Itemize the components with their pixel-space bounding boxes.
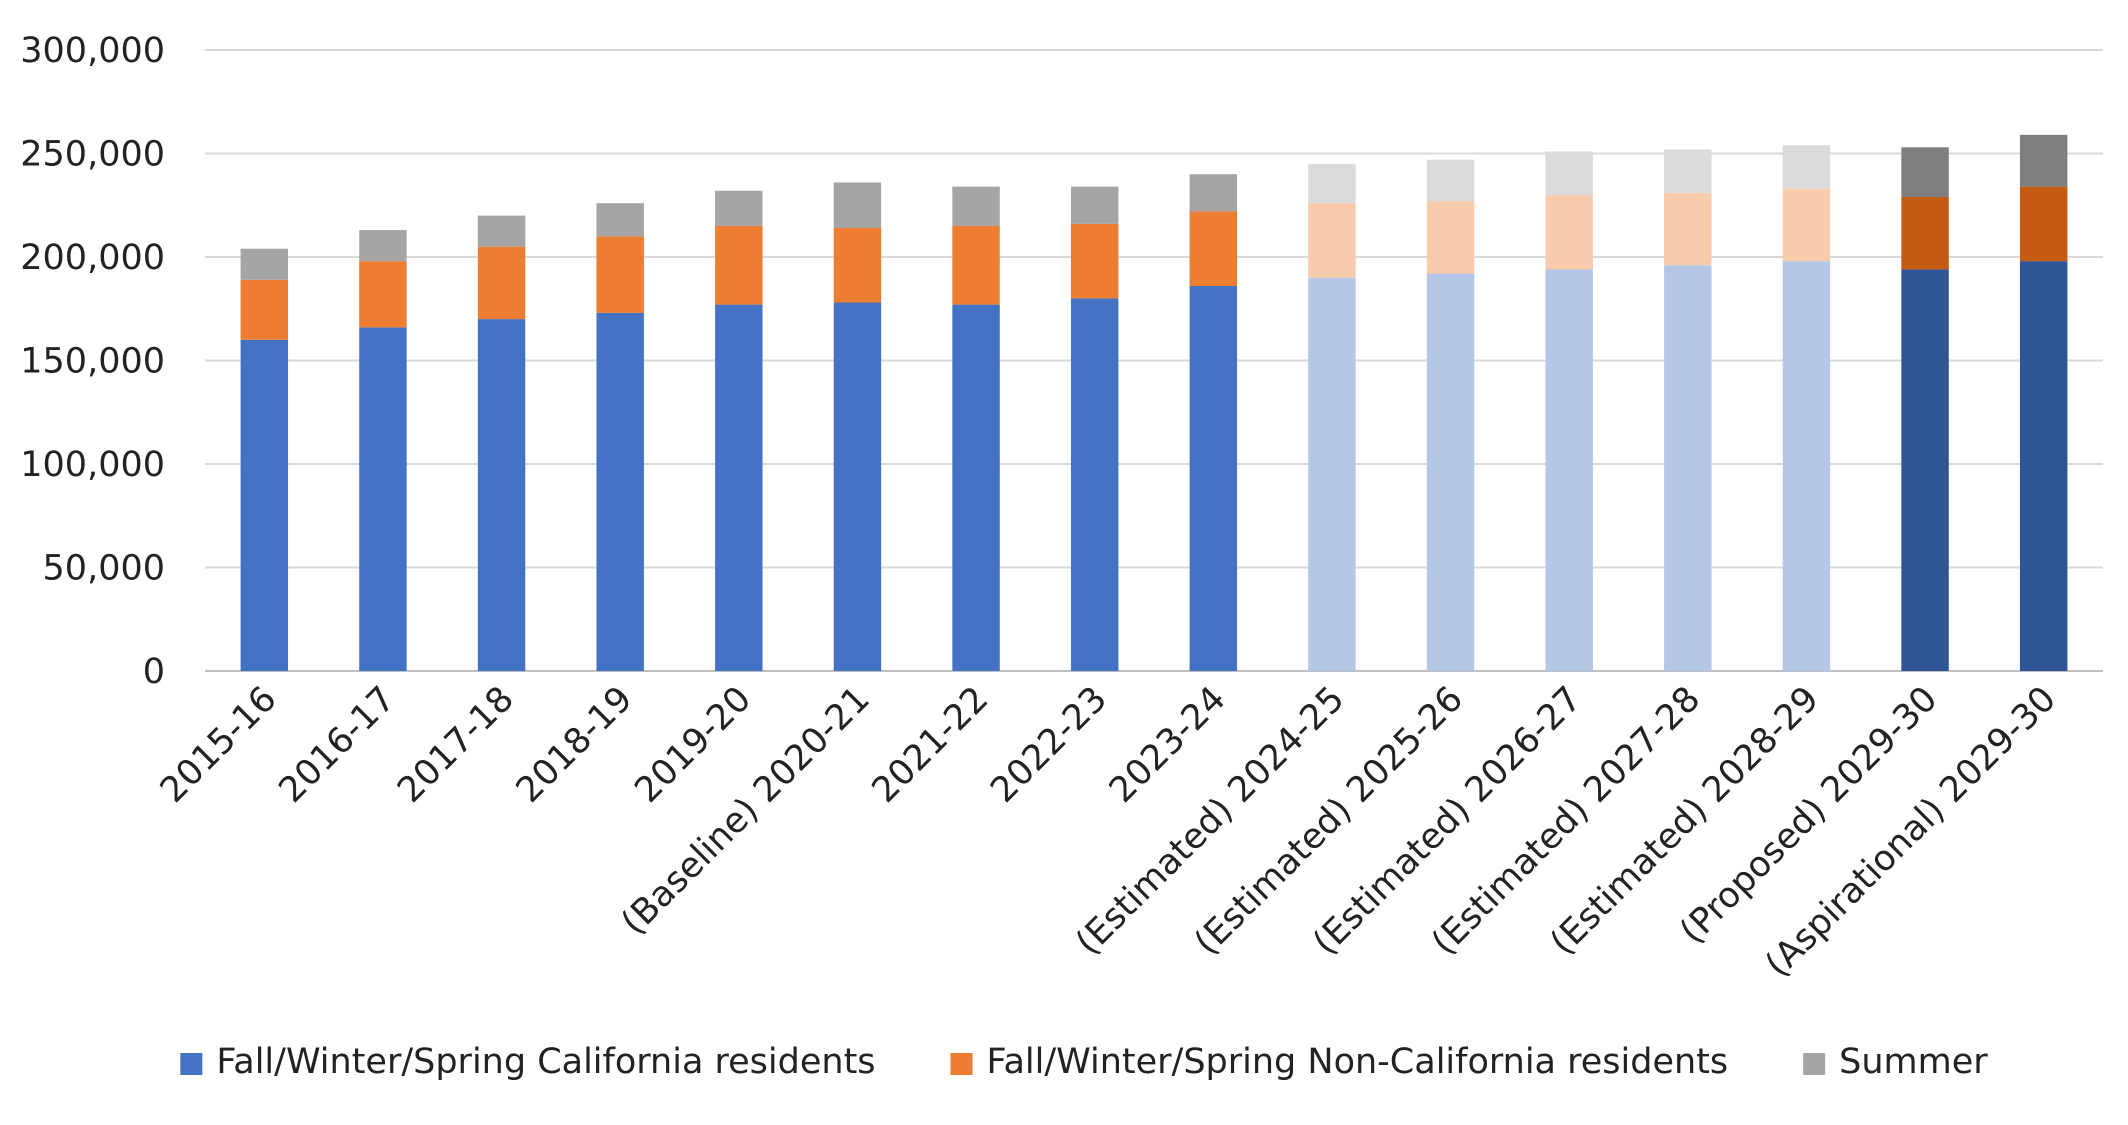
bar-summer-2022-23 (1070, 186, 1119, 224)
bar-fall-winter-spring-california-residents-2021-22 (952, 304, 1000, 671)
bar-summer-2021-22 (952, 186, 1000, 226)
bar-fall-winter-spring-non-california-residents-estimated-2025-26 (1426, 201, 1475, 274)
bar-fall-winter-spring-california-residents-2017-18 (477, 319, 526, 671)
bar-summer-estimated-2025-26 (1426, 159, 1475, 202)
bar-fall-winter-spring-california-residents-estimated-2026-27 (1545, 269, 1593, 671)
bar-fall-winter-spring-california-residents-2018-19 (596, 312, 644, 671)
bar-fall-winter-spring-non-california-residents-2017-18 (477, 246, 526, 320)
bar-summer-estimated-2026-27 (1545, 151, 1593, 195)
bar-summer-estimated-2024-25 (1308, 163, 1356, 204)
legend-item-fall-winter-spring-non-california-residents: Fall/Winter/Spring Non-California reside… (950, 1042, 1729, 1082)
y-tick-label: 0 (143, 652, 165, 692)
bar-fall-winter-spring-california-residents-aspirational-2029-30 (2019, 261, 2068, 671)
bar-fall-winter-spring-non-california-residents-baseline-2020-21 (833, 228, 882, 303)
legend-swatch (1803, 1053, 1826, 1075)
bar-summer-2017-18 (477, 215, 526, 247)
bar-summer-aspirational-2029-30 (2019, 134, 2068, 187)
bar-fall-winter-spring-california-residents-estimated-2027-28 (1664, 265, 1712, 671)
bar-fall-winter-spring-non-california-residents-2022-23 (1070, 223, 1119, 299)
bar-fall-winter-spring-california-residents-proposed-2029-30 (1901, 269, 1949, 671)
x-tick-label: 2022-23 (983, 679, 1115, 811)
x-tick-label: 2017-18 (390, 679, 522, 811)
legend: Fall/Winter/Spring California residents F… (180, 1042, 1988, 1082)
x-tick-label: 2018-19 (509, 679, 641, 811)
bar-fall-winter-spring-non-california-residents-2016-17 (359, 261, 407, 328)
bar-fall-winter-spring-california-residents-2016-17 (359, 327, 407, 671)
bar-fall-winter-spring-california-residents-2022-23 (1070, 298, 1119, 671)
bar-summer-estimated-2027-28 (1664, 149, 1712, 193)
axes: 0 50,000 100,000 150,000 200,000 250,000 300,0… (20, 31, 2064, 985)
bar-fall-winter-spring-california-residents-2023-24 (1189, 285, 1238, 671)
bar-summer-2019-20 (715, 190, 763, 226)
bar-summer-baseline-2020-21 (833, 182, 882, 229)
legend-swatch (950, 1053, 973, 1075)
y-tick-label: 250,000 (20, 135, 165, 175)
bars (240, 134, 2068, 671)
x-tick-label: 2021-22 (865, 679, 997, 811)
legend-item-fall-winter-spring-california-residents: Fall/Winter/Spring California residents (180, 1042, 876, 1082)
legend-item-summer: Summer (1803, 1042, 1988, 1082)
bar-fall-winter-spring-non-california-residents-estimated-2024-25 (1308, 203, 1356, 278)
bar-fall-winter-spring-non-california-residents-aspirational-2029-30 (2019, 186, 2068, 262)
bar-fall-winter-spring-california-residents-baseline-2020-21 (833, 302, 882, 671)
bar-summer-estimated-2028-29 (1782, 145, 1831, 189)
bar-summer-2023-24 (1189, 174, 1238, 212)
x-tick-label: 2016-17 (272, 679, 404, 811)
bar-fall-winter-spring-non-california-residents-proposed-2029-30 (1901, 196, 1949, 270)
y-tick-label: 200,000 (20, 238, 165, 278)
legend-label: Fall/Winter/Spring California residents (216, 1042, 875, 1082)
y-tick-label: 150,000 (20, 342, 165, 382)
y-tick-label: 50,000 (43, 549, 165, 589)
bar-summer-2015-16 (240, 248, 289, 280)
bar-summer-2016-17 (359, 230, 407, 262)
bar-fall-winter-spring-california-residents-estimated-2025-26 (1426, 273, 1475, 671)
bar-fall-winter-spring-non-california-residents-2019-20 (715, 225, 763, 305)
bar-fall-winter-spring-california-residents-estimated-2028-29 (1782, 261, 1831, 671)
bar-fall-winter-spring-california-residents-2015-16 (240, 339, 289, 671)
bar-fall-winter-spring-non-california-residents-2018-19 (596, 236, 644, 313)
bar-fall-winter-spring-california-residents-2019-20 (715, 304, 763, 671)
y-tick-label: 100,000 (20, 445, 165, 485)
legend-swatch (180, 1053, 203, 1075)
legend-label: Fall/Winter/Spring Non-California reside… (987, 1042, 1729, 1082)
bar-summer-2018-19 (596, 203, 644, 237)
bar-fall-winter-spring-non-california-residents-estimated-2026-27 (1545, 194, 1593, 270)
bar-fall-winter-spring-non-california-residents-2021-22 (952, 225, 1000, 305)
bar-fall-winter-spring-california-residents-estimated-2024-25 (1308, 277, 1356, 671)
bar-summer-proposed-2029-30 (1901, 147, 1949, 197)
bar-fall-winter-spring-non-california-residents-estimated-2027-28 (1664, 192, 1712, 266)
bar-fall-winter-spring-non-california-residents-estimated-2028-29 (1782, 188, 1831, 262)
bar-fall-winter-spring-non-california-residents-2023-24 (1189, 211, 1238, 286)
x-tick-label: 2015-16 (153, 679, 285, 811)
legend-label: Summer (1839, 1042, 1988, 1082)
y-tick-label: 300,000 (20, 31, 165, 71)
bar-fall-winter-spring-non-california-residents-2015-16 (240, 279, 289, 340)
